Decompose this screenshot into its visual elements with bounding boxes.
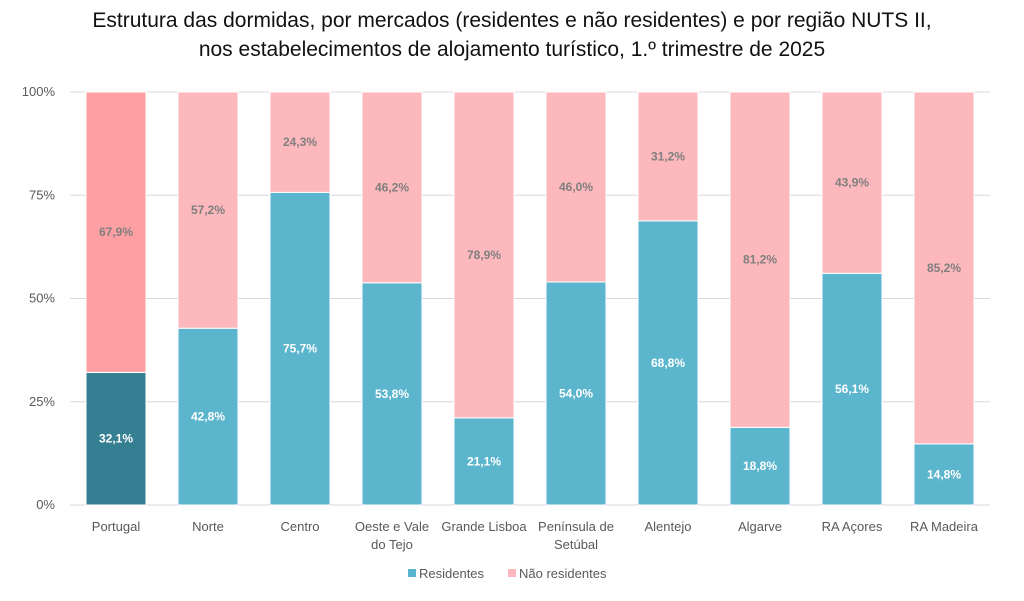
- x-category-label: RA Madeira: [910, 519, 979, 534]
- bar-nao-residentes: [545, 91, 607, 283]
- data-label-nao-residentes: 46,0%: [559, 180, 593, 194]
- bar-residentes: [361, 282, 423, 506]
- data-label-residentes: 21,1%: [467, 454, 501, 468]
- y-axis: 0% 25% 50% 75% 100%: [22, 84, 56, 512]
- bar-nao-residentes: [177, 91, 239, 329]
- bar-nao-residentes: [637, 91, 699, 222]
- x-category-label: Oeste e Vale: [355, 519, 429, 534]
- chart-title-block: Estrutura das dormidas, por mercados (re…: [0, 6, 1024, 64]
- bars: 32,1% 67,9% 42,8% 57,2% 75,7% 24,3% 53,8% 46,2%…: [85, 91, 975, 506]
- data-label-nao-residentes: 78,9%: [467, 248, 501, 262]
- y-tick-label: 75%: [29, 187, 55, 202]
- x-category-label: do Tejo: [371, 537, 413, 552]
- bar-residentes: [637, 220, 699, 506]
- bar-residentes: [729, 426, 791, 506]
- data-label-nao-residentes: 46,2%: [375, 180, 409, 194]
- data-label-nao-residentes: 43,9%: [835, 176, 869, 190]
- data-label-residentes: 54,0%: [559, 386, 593, 400]
- chart-title: Estrutura das dormidas, por mercados (re…: [92, 9, 932, 32]
- x-category-label: Península de: [538, 519, 614, 534]
- x-category-label: Algarve: [738, 519, 782, 534]
- y-tick-label: 0%: [36, 497, 55, 512]
- data-label-residentes: 75,7%: [283, 342, 317, 356]
- data-label-residentes: 32,1%: [99, 432, 133, 446]
- legend-swatch-residentes: [408, 569, 416, 577]
- data-label-residentes: 18,8%: [743, 459, 777, 473]
- legend-swatch-nao-residentes: [508, 569, 516, 577]
- legend: Residentes Não residentes: [408, 566, 607, 581]
- data-label-residentes: 42,8%: [191, 410, 225, 424]
- chart-subtitle: nos estabelecimentos de alojamento turís…: [198, 38, 826, 61]
- x-category-label: Portugal: [92, 519, 141, 534]
- x-category-label: Norte: [192, 519, 224, 534]
- bar-nao-residentes: [85, 91, 147, 373]
- data-label-residentes: 14,8%: [927, 467, 961, 481]
- y-tick-label: 25%: [29, 394, 55, 409]
- data-label-nao-residentes: 85,2%: [927, 261, 961, 275]
- bar-nao-residentes: [821, 91, 883, 274]
- data-label-residentes: 68,8%: [651, 356, 685, 370]
- y-tick-label: 100%: [22, 84, 56, 99]
- x-category-label: Alentejo: [645, 519, 692, 534]
- bar-residentes: [821, 272, 883, 506]
- legend-label-residentes: Residentes: [419, 566, 485, 581]
- bar-nao-residentes: [269, 91, 331, 193]
- legend-label-nao-residentes: Não residentes: [519, 566, 607, 581]
- bar-nao-residentes: [729, 91, 791, 428]
- x-category-label: Centro: [280, 519, 319, 534]
- data-label-nao-residentes: 67,9%: [99, 225, 133, 239]
- data-label-residentes: 53,8%: [375, 387, 409, 401]
- x-category-label: RA Açores: [822, 519, 883, 534]
- data-label-nao-residentes: 31,2%: [651, 149, 685, 163]
- data-label-nao-residentes: 81,2%: [743, 253, 777, 267]
- bar-nao-residentes: [453, 91, 515, 419]
- x-axis: Portugal Norte Centro Oeste e Vale do Tejo Gr…: [92, 519, 979, 552]
- bar-residentes: [269, 191, 331, 506]
- bar-residentes: [85, 371, 147, 506]
- bar-residentes: [913, 443, 975, 506]
- data-label-nao-residentes: 57,2%: [191, 203, 225, 217]
- x-category-label: Grande Lisboa: [441, 519, 527, 534]
- x-category-label: Setúbal: [554, 537, 598, 552]
- y-tick-label: 50%: [29, 291, 55, 306]
- bar-nao-residentes: [361, 91, 423, 284]
- bar-residentes: [177, 327, 239, 506]
- data-label-nao-residentes: 24,3%: [283, 135, 317, 149]
- bar-residentes: [545, 281, 607, 506]
- bar-nao-residentes: [913, 91, 975, 445]
- data-label-residentes: 56,1%: [835, 382, 869, 396]
